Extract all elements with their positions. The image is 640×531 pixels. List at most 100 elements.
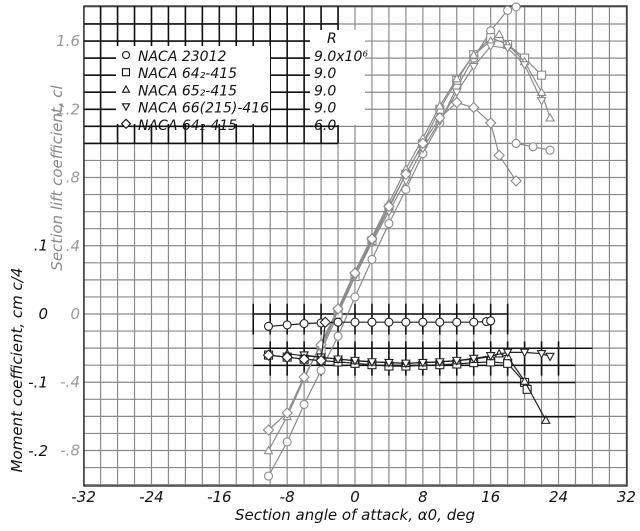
circle-marker <box>367 317 377 327</box>
diamond-marker <box>298 353 310 365</box>
circle-marker <box>333 331 343 341</box>
moment-tick-label: -.2 <box>28 442 48 460</box>
legend-entry-label: NACA 23012 <box>138 49 226 65</box>
x-tick-label: 8 <box>418 488 428 506</box>
legend-entry-reynolds: 9.0 <box>314 101 336 117</box>
triangle-up-marker <box>468 49 479 59</box>
triangle-up-marker <box>121 84 131 93</box>
circle-marker <box>435 317 445 327</box>
diamond-marker <box>298 371 310 383</box>
diamond-marker <box>315 354 327 367</box>
circle-marker <box>384 219 394 229</box>
circle-marker <box>503 5 513 15</box>
triangle-down-marker <box>333 355 343 365</box>
diamond-marker <box>434 112 446 124</box>
circle-marker <box>263 321 274 331</box>
triangle-up-marker <box>434 100 445 110</box>
circle-marker <box>121 50 131 60</box>
lift-tick-label: -.4 <box>60 373 80 391</box>
legend-entry-label: NACA 64₂-415 <box>138 118 237 134</box>
triangle-down-marker <box>502 348 513 358</box>
triangle-up-marker <box>519 375 530 385</box>
circle-marker <box>350 317 360 327</box>
lift-axis-tick-labels: -.8 -.4 0 .4 .8 1.2 1.6 <box>56 32 80 459</box>
lift-tick-label: 0 <box>70 305 80 323</box>
moment-axis-title: Moment coefficient, cm c/4 <box>8 268 26 473</box>
square-marker <box>121 68 131 77</box>
diamond-marker <box>450 96 463 109</box>
lift-tick-label: 1.6 <box>56 32 80 50</box>
diamond-marker <box>332 303 344 315</box>
diamond-marker <box>383 200 395 213</box>
moment-curves <box>262 316 555 424</box>
series-diamond <box>262 316 332 367</box>
diamond-marker <box>493 149 505 162</box>
x-tick-label: 32 <box>617 488 636 506</box>
circle-marker <box>528 142 538 152</box>
series-diamond <box>262 96 522 436</box>
triangle-down-marker <box>536 97 547 106</box>
legend-entry: NACA 66(215)-416 9.0 <box>121 101 336 117</box>
triangle-down-marker <box>367 358 377 368</box>
legend-entry: NACA 64₂-415 9.0 <box>121 66 336 82</box>
diamond-marker <box>484 117 497 129</box>
triangle-down-marker <box>383 358 394 368</box>
x-tick-label: -32 <box>71 488 96 506</box>
triangle-up-marker <box>545 112 555 122</box>
circle-marker <box>282 320 292 330</box>
lift-tick-label: -.8 <box>60 441 80 459</box>
diamond-marker <box>510 175 522 187</box>
legend-entry-reynolds: 6.0 <box>314 118 336 134</box>
moment-tick-label: 0 <box>38 305 48 323</box>
x-axis-title: Section angle of attack, α0, deg <box>235 506 475 524</box>
triangle-down-marker <box>434 358 445 368</box>
x-tick-label: 16 <box>481 488 500 506</box>
legend-entry: NACA 64₂-415 6.0 <box>120 118 336 134</box>
circle-marker <box>418 317 428 327</box>
circle-marker <box>299 319 309 329</box>
plot-frame <box>83 5 628 487</box>
lift-tick-label: 1.2 <box>56 100 80 118</box>
triangle-down-marker <box>451 88 462 98</box>
triangle-up-marker <box>494 29 505 38</box>
legend-entry: NACA 23012 9.0x10⁶ <box>121 49 368 65</box>
lift-tick-label: .8 <box>66 169 80 187</box>
triangle-down-marker <box>502 44 513 53</box>
lift-tick-label: .4 <box>66 237 80 255</box>
diamond-marker <box>319 316 332 328</box>
legend-r-background <box>310 30 365 125</box>
diamond-marker <box>417 137 429 150</box>
circle-marker <box>263 471 274 481</box>
legend-entry-label: NACA 65₂-415 <box>138 83 237 99</box>
diamond-marker <box>366 233 378 245</box>
x-tick-label: -8 <box>280 488 295 506</box>
triangle-up-marker <box>263 445 274 455</box>
triangle-up-marker <box>536 87 547 96</box>
legend-entry-reynolds: 9.0 <box>314 83 336 99</box>
circle-marker <box>316 365 326 375</box>
moment-tick-label: -.1 <box>28 374 48 392</box>
square-marker <box>537 70 547 80</box>
series-circle <box>263 316 496 331</box>
x-axis-tick-labels: -32 -24 -16 -8 0 8 16 24 32 <box>71 488 636 506</box>
circle-marker <box>299 399 309 409</box>
diamond-marker <box>281 351 293 363</box>
triangle-down-marker <box>519 61 530 71</box>
triangle-down-marker <box>121 103 131 112</box>
triangle-down-marker <box>417 358 428 368</box>
triangle-down-marker <box>545 352 555 362</box>
diamond-marker <box>262 349 275 361</box>
circle-marker <box>545 145 555 155</box>
triangle-down-marker <box>400 359 411 369</box>
x-tick-label: -24 <box>139 488 164 506</box>
diamond-marker <box>262 424 275 436</box>
legend-entry-reynolds: 9.0 <box>314 66 336 82</box>
diamond-marker <box>281 407 293 419</box>
circle-marker <box>350 292 360 302</box>
diamond-marker <box>349 267 361 279</box>
triangle-down-marker <box>485 42 496 52</box>
diamond-marker <box>467 101 480 114</box>
triangle-up-marker <box>540 415 551 424</box>
